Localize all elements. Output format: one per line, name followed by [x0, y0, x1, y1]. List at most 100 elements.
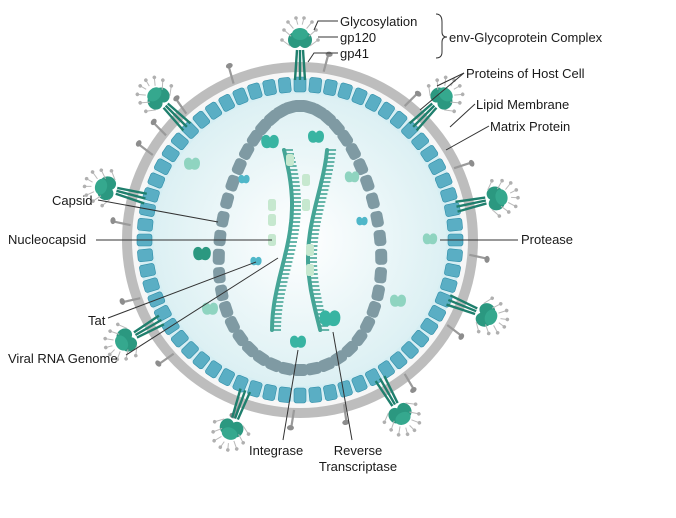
env-glycoprotein-complex	[82, 168, 147, 208]
leader-lines	[96, 13, 518, 441]
nucleocapsid-protein	[306, 264, 314, 276]
leader-reverse-transcriptase	[332, 331, 353, 441]
capsid-segment	[278, 361, 295, 376]
capsid-segment	[224, 315, 240, 333]
matrix-protein-block	[428, 158, 446, 175]
capsid-segment	[365, 192, 380, 210]
capsid-segment	[238, 143, 255, 161]
host-protein	[135, 140, 154, 156]
capsid-segment	[337, 129, 354, 147]
capsid-segment	[351, 329, 368, 347]
matrix-protein-block	[420, 317, 439, 335]
label-matrix-protein: Matrix Protein	[490, 119, 571, 134]
matrix-protein-block	[377, 101, 395, 120]
host-protein	[342, 404, 350, 426]
reverse-transcriptase	[319, 310, 341, 327]
capsid-segment	[291, 363, 309, 377]
label-gp120: gp120	[340, 30, 377, 45]
matrix-protein-block	[389, 110, 408, 129]
host-cell-proteins	[110, 51, 490, 431]
capsid-segment	[360, 174, 375, 192]
matrix-protein-block	[365, 94, 382, 112]
matrix-protein-block	[389, 351, 408, 370]
protein-upper-left	[184, 157, 200, 170]
capsid-segment	[225, 174, 240, 192]
matrix-protein-block	[192, 351, 211, 370]
matrix-protein-block	[205, 360, 223, 379]
matrix-protein-block	[218, 94, 235, 112]
label-gp41: gp41	[340, 46, 369, 61]
leader-glycosylation	[313, 20, 338, 31]
env-glycoprotein-complex	[455, 178, 520, 218]
matrix-protein-block	[137, 217, 154, 232]
label-proteins-of-host-cell: Proteins of Host Cell	[466, 66, 585, 81]
host-protein	[403, 90, 422, 107]
matrix-protein-block	[170, 329, 189, 348]
label-reverse-transcriptase-2: Transcriptase	[318, 459, 398, 474]
matrix-protein-block	[192, 110, 211, 129]
capsid-segment	[241, 340, 259, 358]
capsid-segment	[345, 143, 361, 161]
capsid-segment	[213, 267, 226, 284]
label-lipid-membrane: Lipid Membrane	[476, 97, 570, 112]
label-tat: Tat	[88, 313, 106, 328]
host-protein	[403, 373, 417, 393]
matrix-protein-block	[323, 79, 338, 96]
rna-strand-left	[270, 148, 301, 332]
matrix-protein-block	[308, 77, 323, 94]
leader-gp41	[307, 52, 338, 63]
matrix-protein-block	[232, 87, 249, 106]
leader-host-protein-2	[419, 72, 465, 111]
integrase	[290, 335, 306, 348]
matrix-protein-block	[411, 329, 430, 348]
capsid-segment	[212, 248, 225, 265]
host-protein	[155, 352, 175, 367]
capsid-segment	[353, 158, 369, 176]
nucleocapsid-protein	[302, 199, 310, 211]
host-protein	[150, 118, 167, 137]
matrix-protein-block	[232, 374, 249, 393]
env-glycoprotein-complex	[135, 75, 192, 132]
host-protein	[446, 324, 465, 340]
matrix-protein-block	[411, 132, 430, 151]
capsid-segment	[220, 192, 235, 210]
matrix-protein-block	[440, 277, 458, 293]
env-glycoprotein-complex	[374, 375, 422, 437]
capsid-segment	[218, 300, 234, 318]
matrix-protein-block	[401, 341, 419, 359]
capsid-segment	[305, 361, 322, 376]
viral-rna-genome	[268, 148, 337, 332]
label-env-glycoprotein-complex: env-Glycoprotein Complex	[449, 30, 603, 45]
free-proteins	[184, 130, 438, 348]
matrix-protein-block	[142, 277, 160, 293]
matrix-protein-block	[377, 360, 395, 379]
reverse-transcriptase-top	[261, 134, 279, 149]
matrix-protein-block	[262, 79, 277, 96]
matrix-protein-block	[337, 82, 353, 100]
env-glycoprotein-complex	[280, 16, 320, 81]
protease-protein	[422, 233, 438, 245]
matrix-protein-block	[170, 132, 189, 151]
matrix-protein-block	[218, 368, 235, 386]
matrix-protein-block	[139, 263, 156, 278]
host-protein	[453, 159, 475, 170]
matrix-protein-block	[444, 263, 461, 278]
matrix-protein-block	[446, 248, 463, 263]
env-glycoprotein-complex	[211, 388, 252, 452]
matrix-protein-block	[444, 202, 461, 217]
matrix-protein-block	[308, 386, 323, 403]
label-viral-rna-genome: Viral RNA Genome	[8, 351, 118, 366]
env-complex-bracket	[435, 13, 448, 59]
matrix-protein-block	[293, 387, 307, 404]
env-glycoprotein-complex	[103, 314, 165, 362]
matrix-protein-block	[161, 145, 180, 163]
host-protein	[286, 409, 296, 431]
matrix-protein-block	[434, 172, 453, 189]
capsid-segment	[366, 300, 382, 318]
capsid-segment	[282, 100, 300, 115]
capsid-segment	[215, 284, 229, 302]
matrix-protein-block	[434, 291, 453, 308]
label-capsid: Capsid	[52, 193, 93, 208]
leader-tat	[107, 261, 257, 319]
